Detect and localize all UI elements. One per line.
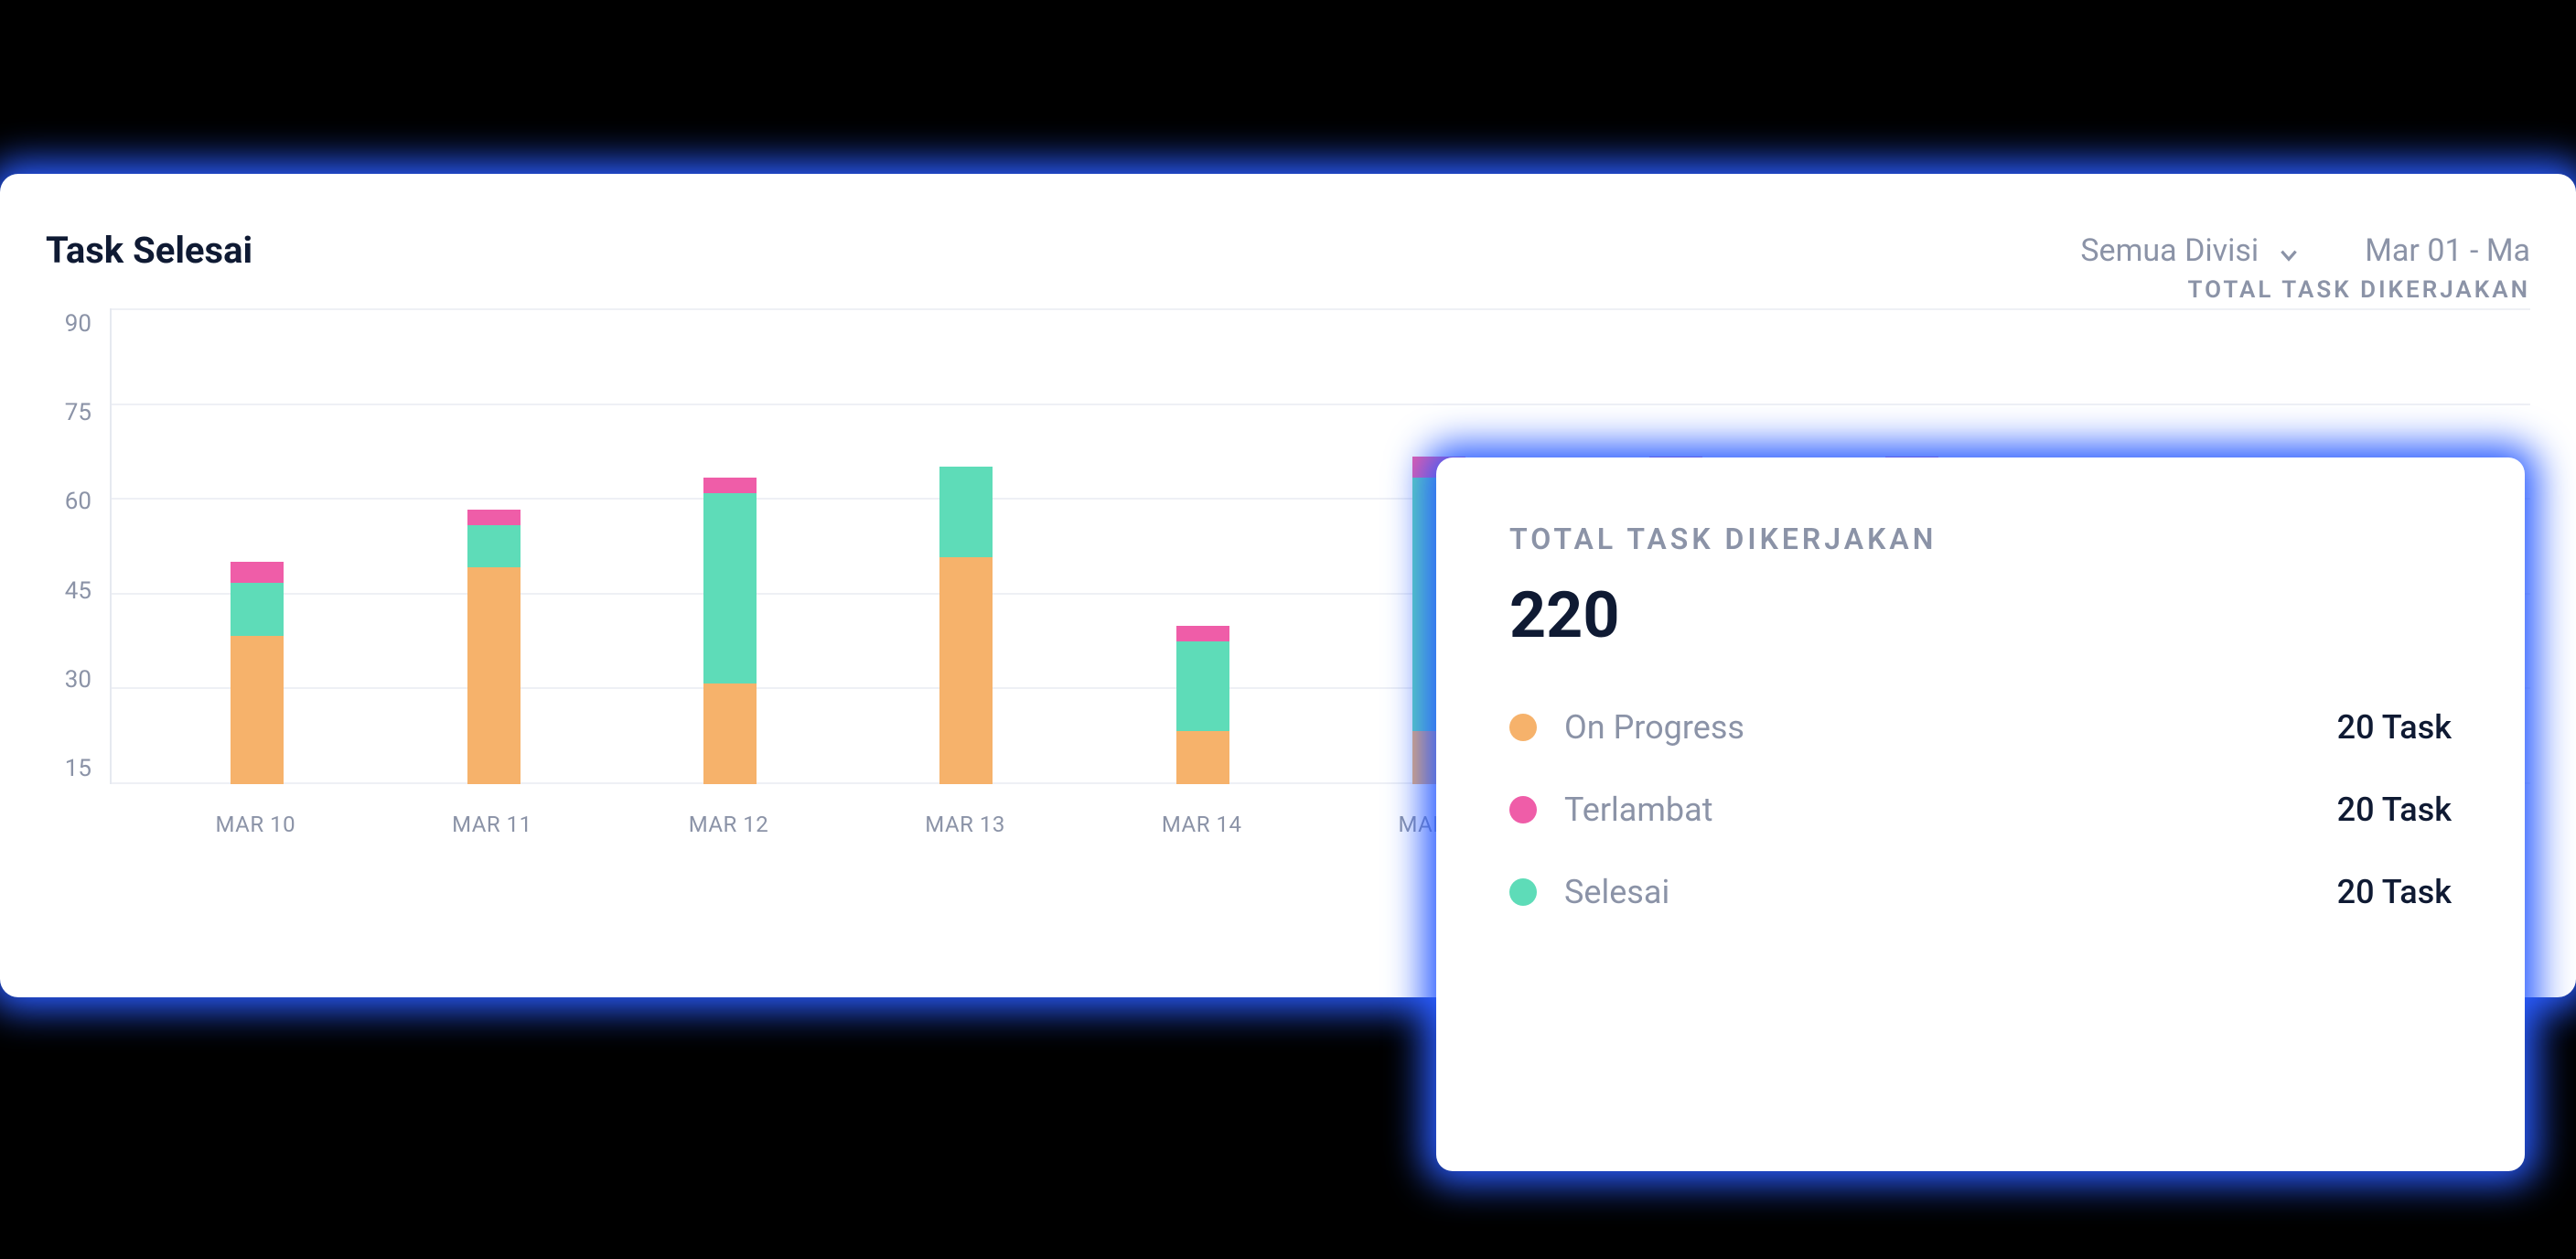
tooltip-row: On Progress 20 Task: [1509, 708, 2452, 747]
tooltip-row-label: On Progress: [1564, 708, 1744, 747]
tooltip-row-label: Terlambat: [1564, 791, 1713, 829]
chart-title: Task Selesai: [46, 229, 252, 272]
tooltip-total-value: 220: [1509, 578, 2452, 653]
x-tick-label: MAR 13: [847, 812, 1084, 837]
bar-segment-selesai: [703, 493, 757, 683]
bar-segment-selesai: [1176, 641, 1229, 731]
y-tick-label: 30: [46, 666, 91, 694]
tooltip-title: TOTAL TASK DIKERJAKAN: [1509, 522, 2452, 556]
chart-header: Task Selesai Semua Divisi Mar 01 - Ma: [46, 229, 2530, 272]
bar-segment-on_progress: [703, 683, 757, 784]
division-select-label: Semua Divisi: [2080, 232, 2259, 269]
date-range-label: Mar 01 - Ma: [2365, 232, 2530, 269]
bar-segment-on_progress: [1176, 731, 1229, 784]
date-range-select[interactable]: Mar 01 - Ma: [2365, 232, 2530, 269]
bar-segment-on_progress: [467, 567, 521, 784]
x-tick-label: MAR 12: [610, 812, 847, 837]
division-select[interactable]: Semua Divisi: [2080, 232, 2301, 269]
legend-dot: [1509, 796, 1537, 823]
tooltip-row-left: Selesai: [1509, 873, 1669, 911]
bar-slot: [612, 308, 848, 784]
bar-segment-terlambat: [467, 510, 521, 525]
y-axis: 90 75 60 45 30 15: [46, 308, 91, 784]
bar-slot: [375, 308, 611, 784]
chart-controls: Semua Divisi Mar 01 - Ma: [2080, 232, 2530, 269]
bar-segment-on_progress: [939, 557, 993, 784]
y-tick-label: 60: [46, 488, 91, 515]
tooltip-row-value: 20 Task: [2337, 708, 2452, 747]
legend-dot: [1509, 714, 1537, 741]
tooltip-row: Terlambat 20 Task: [1509, 791, 2452, 829]
bar-segment-selesai: [231, 583, 284, 636]
bar[interactable]: [467, 510, 521, 784]
bar-segment-selesai: [467, 525, 521, 567]
tooltip-row-left: Terlambat: [1509, 791, 1713, 829]
bar[interactable]: [1176, 626, 1229, 784]
bar[interactable]: [939, 467, 993, 784]
tooltip-row-value: 20 Task: [2337, 873, 2452, 911]
x-tick-label: MAR 11: [374, 812, 611, 837]
x-tick-label: MAR 14: [1083, 812, 1320, 837]
y-tick-label: 15: [46, 755, 91, 782]
bar-slot: [1085, 308, 1321, 784]
bar[interactable]: [231, 562, 284, 784]
bar-segment-terlambat: [703, 478, 757, 493]
tooltip-row-value: 20 Task: [2337, 791, 2452, 829]
tooltip-row-left: On Progress: [1509, 708, 1744, 747]
bar-segment-on_progress: [231, 636, 284, 784]
bar-slot: [139, 308, 375, 784]
y-tick-label: 45: [46, 577, 91, 605]
task-summary-tooltip: TOTAL TASK DIKERJAKAN 220 On Progress 20 …: [1436, 457, 2525, 1171]
legend-dot: [1509, 878, 1537, 906]
x-tick-label: MAR 10: [137, 812, 374, 837]
tooltip-row-label: Selesai: [1564, 873, 1669, 911]
tooltip-rows: On Progress20 TaskTerlambat20 TaskSelesa…: [1509, 708, 2452, 911]
chevron-down-icon: [2277, 239, 2301, 263]
bar[interactable]: [703, 478, 757, 784]
bar-segment-selesai: [939, 467, 993, 556]
tooltip-row: Selesai 20 Task: [1509, 873, 2452, 911]
bar-segment-terlambat: [231, 562, 284, 583]
bar-segment-terlambat: [1176, 626, 1229, 641]
chart-side-label: TOTAL TASK DIKERJAKAN: [2188, 276, 2531, 304]
y-tick-label: 75: [46, 399, 91, 426]
y-tick-label: 90: [46, 310, 91, 338]
bar-slot: [848, 308, 1084, 784]
